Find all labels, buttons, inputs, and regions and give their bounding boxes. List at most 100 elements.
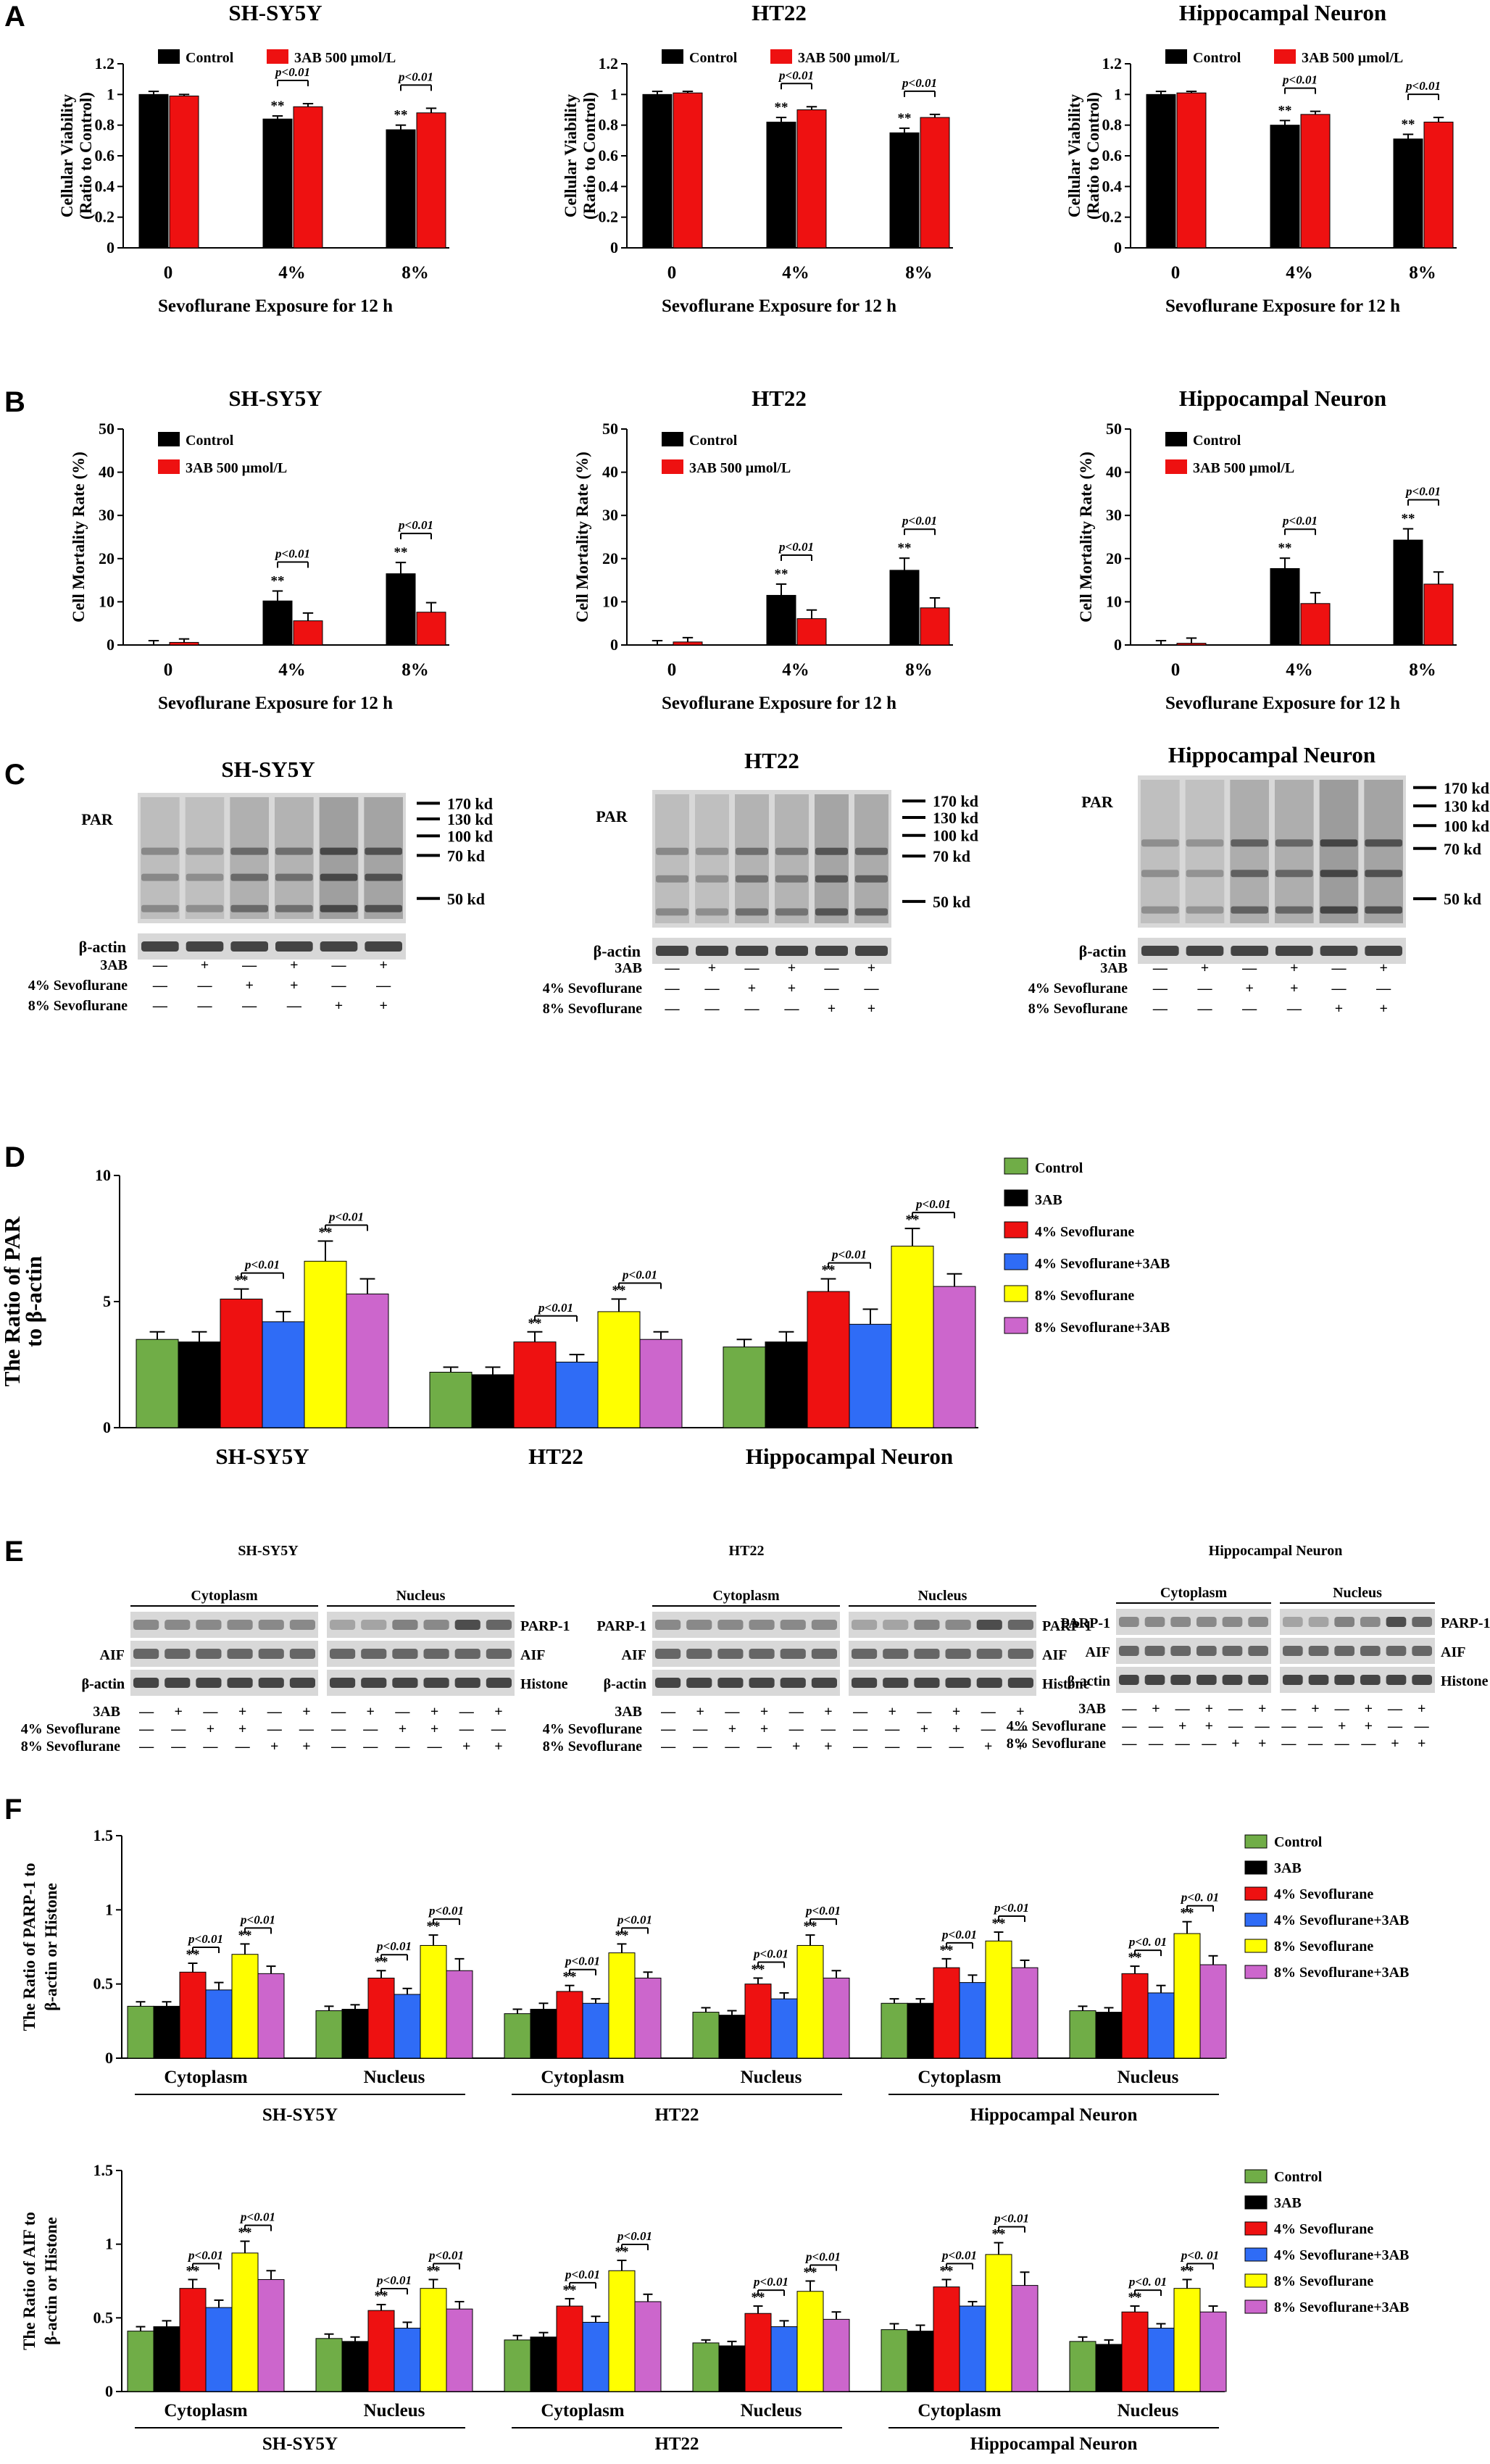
d-significance-2-4: ** [906,1212,920,1228]
e-2-band-0-2-2 [1170,1675,1191,1685]
e-0-treatment-0-10: — [459,1704,475,1720]
c-0-beta-actin-blot-band-4 [320,941,358,952]
f-aif-bar-3-2 [744,2313,772,2392]
e-1-band-0-1-1 [686,1649,712,1659]
c-2-par-blot-lane-4 [1319,780,1359,923]
d-legend-swatch-4 [1004,1285,1028,1302]
d-bar-1-1 [471,1374,515,1428]
e-1-treatment-2-9: — [949,1739,965,1755]
d-legend-item-0: Control [1035,1160,1083,1176]
c-2-beta-actin-blot-band-0 [1141,946,1179,956]
b-0-y-tick-label: 30 [99,506,115,524]
e-2-band-1-2-0 [1283,1675,1303,1685]
e-1-band-0-1-3 [749,1649,775,1659]
b-2-bracket-2-p-value: p<0.01 [1404,485,1441,499]
f-parp-bar-3-3 [770,1998,798,2059]
c-1-par-blot-lane-3 [775,794,809,923]
b-2-bracket-1-p-value: p<0.01 [1281,514,1318,528]
f-aif-legend-swatch-4 [1244,2273,1268,2288]
a-2-x-label-1: 4% [1286,263,1313,283]
b-1-y-tick-label: 30 [602,506,618,524]
a-1-y-tick-label: 0.8 [599,116,619,134]
f-parp-bar-0-1 [153,2005,180,2059]
c-2-par-blot-band-4-1 [1320,870,1358,878]
a-1-significance-2: ** [898,111,912,126]
c-1-treatment-1-2: + [748,981,756,996]
c-1-par-blot-band-0-0 [656,847,688,855]
c-0-beta-actin-blot-band-1 [186,941,224,952]
e-1-blot-0-1 [652,1641,840,1667]
e-1-row-label-0: PARP-1 [597,1618,647,1634]
f-parp-bar-0-5 [257,1973,285,2059]
b-1-y-tick-label: 50 [602,420,618,438]
f-parp-y-tick-label: 0 [105,2049,113,2067]
b-0-xlabel: Sevoflurane Exposure for 12 h [158,694,393,713]
a-2-y-tick-label: 0 [1114,238,1122,257]
c-0-marker-0: 170 kd [447,794,493,812]
f-parp-bracket-4pct-5-p-value: p<0. 01 [1128,1935,1167,1949]
d-bracket-4pct-2-p-value: p<0.01 [831,1248,867,1262]
a-0-x-label-0: 0 [164,263,173,283]
b-1-x-label-0: 0 [667,660,677,680]
d-bar-0-5 [346,1294,389,1428]
e-0-band-1-1-5 [486,1649,512,1659]
e-0-compartment-0: Cytoplasm [191,1588,258,1604]
f-aif-significance-1-4: ** [427,2263,441,2278]
c-2-treatment-1-3: + [1290,981,1298,996]
f-aif-bar-4-1 [907,2331,934,2392]
c-1-par-blot-band-1-0 [696,847,728,855]
b-1-legend-swatch-3ab [662,459,683,474]
f-aif-bar-5-5 [1199,2311,1227,2392]
c-0-par-blot-band-3-2 [275,904,313,912]
e-2-treatment-1-8: + [1338,1718,1346,1734]
e-2-treatment-2-6: — [1281,1736,1297,1752]
b-0-x-label-1: 4% [278,660,306,680]
c-0-par-blot-band-0-0 [141,847,179,855]
e-2-band-0-2-3 [1196,1675,1217,1685]
e-0-band-1-2-2 [392,1678,418,1688]
a-1-x-label-0: 0 [667,263,677,283]
panel-label-C: C [4,759,25,791]
c-2-par-blot [1138,775,1406,928]
c-1-loading-label: β-actin [594,942,641,960]
e-1-band-0-0-5 [811,1620,837,1630]
a-1-y-tick-label: 0.2 [599,208,619,226]
f-parp-bar-4-1 [907,2002,934,2059]
a-0-y-tick-label: 1 [107,85,115,103]
f-parp-bar-3-4 [796,1944,824,2059]
f-aif-legend-swatch-2 [1244,2221,1268,2236]
f-parp-significance-2-4: ** [615,1928,629,1943]
a-2-bar-control-0 [1146,93,1176,249]
a-0-legend-swatch-control [158,49,180,64]
e-1-band-1-1-5 [1007,1649,1033,1659]
f-parp-bar-3-1 [718,2015,746,2059]
e-2-band-1-0-4 [1386,1617,1407,1627]
a-2-y-tick-label: 1.2 [1102,54,1123,72]
e-1-treatment-2-3: — [757,1739,773,1755]
d-bar-2-2 [807,1291,850,1428]
panel-label-D: D [4,1141,25,1173]
f-parp-significance-5-4: ** [1181,1906,1194,1921]
a-2-ylabel: Cellular Viability [1065,93,1083,217]
c-2-protein-label: PAR [1081,793,1114,811]
e-2-treatment-2-10: + [1391,1736,1399,1752]
b-2-significance-1: ** [1278,541,1292,556]
f-parp-legend-swatch-0 [1244,1834,1268,1849]
e-2-treatment-label-1: 4% Sevoflurane [1007,1718,1106,1734]
f-aif-legend-swatch-1 [1244,2195,1268,2210]
f-parp-significance-3-2: ** [752,1962,765,1977]
e-0-blot-0-1 [130,1641,318,1667]
c-2-marker-1: 130 kd [1444,797,1489,815]
e-2-band-0-0-0 [1119,1617,1139,1627]
a-1-xlabel: Sevoflurane Exposure for 12 h [662,296,896,316]
a-1-bar-control-0 [642,93,673,249]
b-2-y-tick-label: 30 [1106,506,1122,524]
c-2-beta-actin-blot-band-5 [1365,946,1402,956]
e-2-band-1-2-2 [1334,1675,1354,1685]
e-2-band-0-0-2 [1170,1617,1191,1627]
f-aif-significance-4-2: ** [940,2263,954,2278]
e-2-band-0-0-5 [1248,1617,1268,1627]
f-0-cell-label-1: HT22 [654,2105,699,2125]
c-1-treatment-0-2: — [744,960,760,976]
c-0-treatment-1-4: — [331,978,347,994]
